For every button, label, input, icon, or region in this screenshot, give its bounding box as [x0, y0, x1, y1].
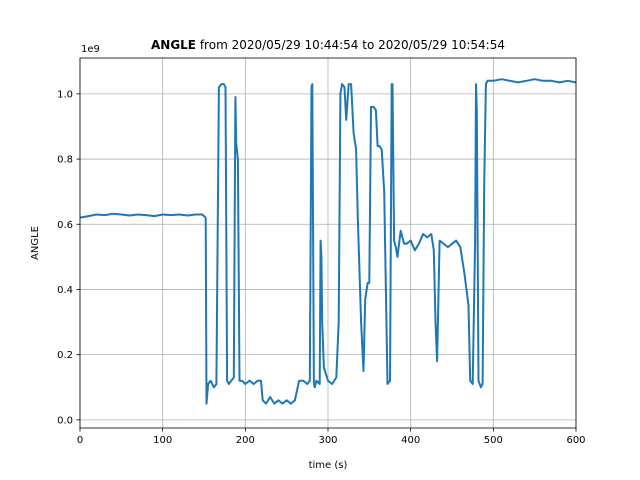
x-axis: 0 100 200 300 400 500 600 — [77, 428, 586, 446]
y-tick-label: 0.2 — [57, 350, 73, 361]
y-tick-label: 0.0 — [57, 415, 73, 426]
chart-title: ANGLE from 2020/05/29 10:44:54 to 2020/0… — [151, 38, 505, 52]
y-axis-label: ANGLE — [30, 226, 41, 260]
x-tick-label: 600 — [566, 435, 585, 446]
x-tick-label: 400 — [401, 435, 420, 446]
title-rest: from 2020/05/29 10:44:54 to 2020/05/29 1… — [196, 38, 505, 52]
x-tick-label: 100 — [153, 435, 172, 446]
y-tick-label: 0.8 — [57, 155, 73, 166]
y-tick-label: 0.4 — [57, 285, 73, 296]
y-axis: 0.0 0.2 0.4 0.6 0.8 1.0 — [57, 89, 80, 426]
x-axis-label: time (s) — [309, 460, 348, 471]
x-tick-label: 500 — [484, 435, 503, 446]
grid — [79, 58, 577, 428]
x-tick-label: 0 — [77, 435, 83, 446]
y-tick-label: 1.0 — [57, 89, 73, 100]
x-tick-label: 300 — [318, 435, 337, 446]
title-bold: ANGLE — [151, 38, 196, 52]
y-tick-label: 0.6 — [57, 220, 73, 231]
x-tick-label: 200 — [236, 435, 255, 446]
y-offset-label: 1e9 — [81, 44, 100, 55]
series-line — [80, 78, 576, 405]
plot-area — [80, 78, 576, 405]
